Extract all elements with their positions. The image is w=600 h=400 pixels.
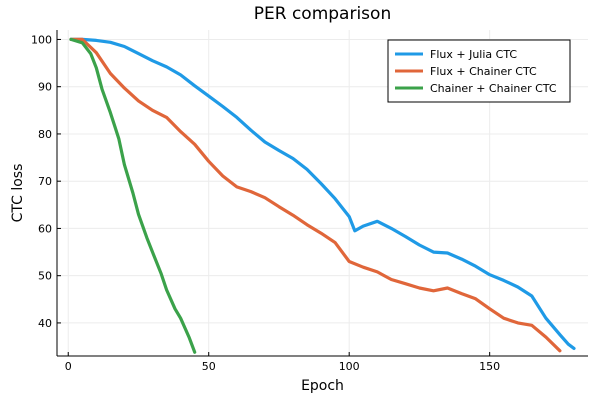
legend-entry-3: Chainer + Chainer CTC — [430, 82, 557, 95]
y-tick-label: 90 — [38, 81, 52, 94]
y-tick-label: 80 — [38, 128, 52, 141]
series-layer — [69, 37, 576, 354]
x-axis-label: Epoch — [301, 378, 344, 394]
legend-entry-1: Flux + Julia CTC — [430, 48, 517, 61]
y-tick-label: 60 — [38, 222, 52, 235]
legend-entry-2: Flux + Chainer CTC — [430, 65, 537, 78]
series-line-1 — [69, 37, 576, 350]
y-axis-label: CTC loss — [10, 164, 26, 223]
x-tick-label: 50 — [202, 360, 216, 373]
x-tick-label: 100 — [339, 360, 360, 373]
y-tick-label: 40 — [38, 317, 52, 330]
x-tick-label: 150 — [479, 360, 500, 373]
chart-title: PER comparison — [254, 4, 391, 24]
series-line-2 — [69, 37, 562, 353]
y-tick-label: 50 — [38, 270, 52, 283]
x-tick-label: 0 — [65, 360, 72, 373]
y-tick-label: 100 — [31, 33, 52, 46]
y-tick-label: 70 — [38, 175, 52, 188]
axes — [56, 30, 588, 357]
series-line-3 — [69, 37, 197, 354]
legend: Flux + Julia CTC Flux + Chainer CTC Chaine… — [387, 39, 571, 103]
ticks: 0 50 100 150 40 50 60 70 80 90 100 — [31, 33, 500, 373]
